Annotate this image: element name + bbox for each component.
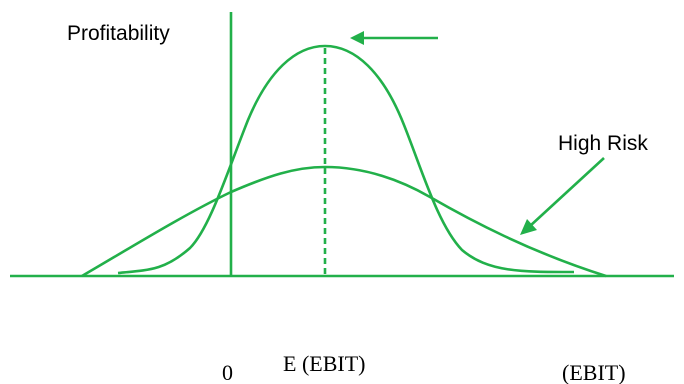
x-tick-expected-ebit: E (EBIT) [283, 351, 365, 376]
x-tick-zero: 0 [222, 360, 233, 384]
x-axis-label: (EBIT) [562, 360, 626, 384]
y-axis-label: Profitability [67, 22, 170, 45]
high-risk-arrowhead [520, 219, 537, 235]
high-risk-curve [81, 165, 607, 278]
high-risk-label: High Risk [558, 132, 648, 155]
low-risk-curve [117, 44, 575, 275]
peak-arrowhead [350, 31, 364, 45]
high-risk-arrow-shaft [529, 157, 605, 227]
